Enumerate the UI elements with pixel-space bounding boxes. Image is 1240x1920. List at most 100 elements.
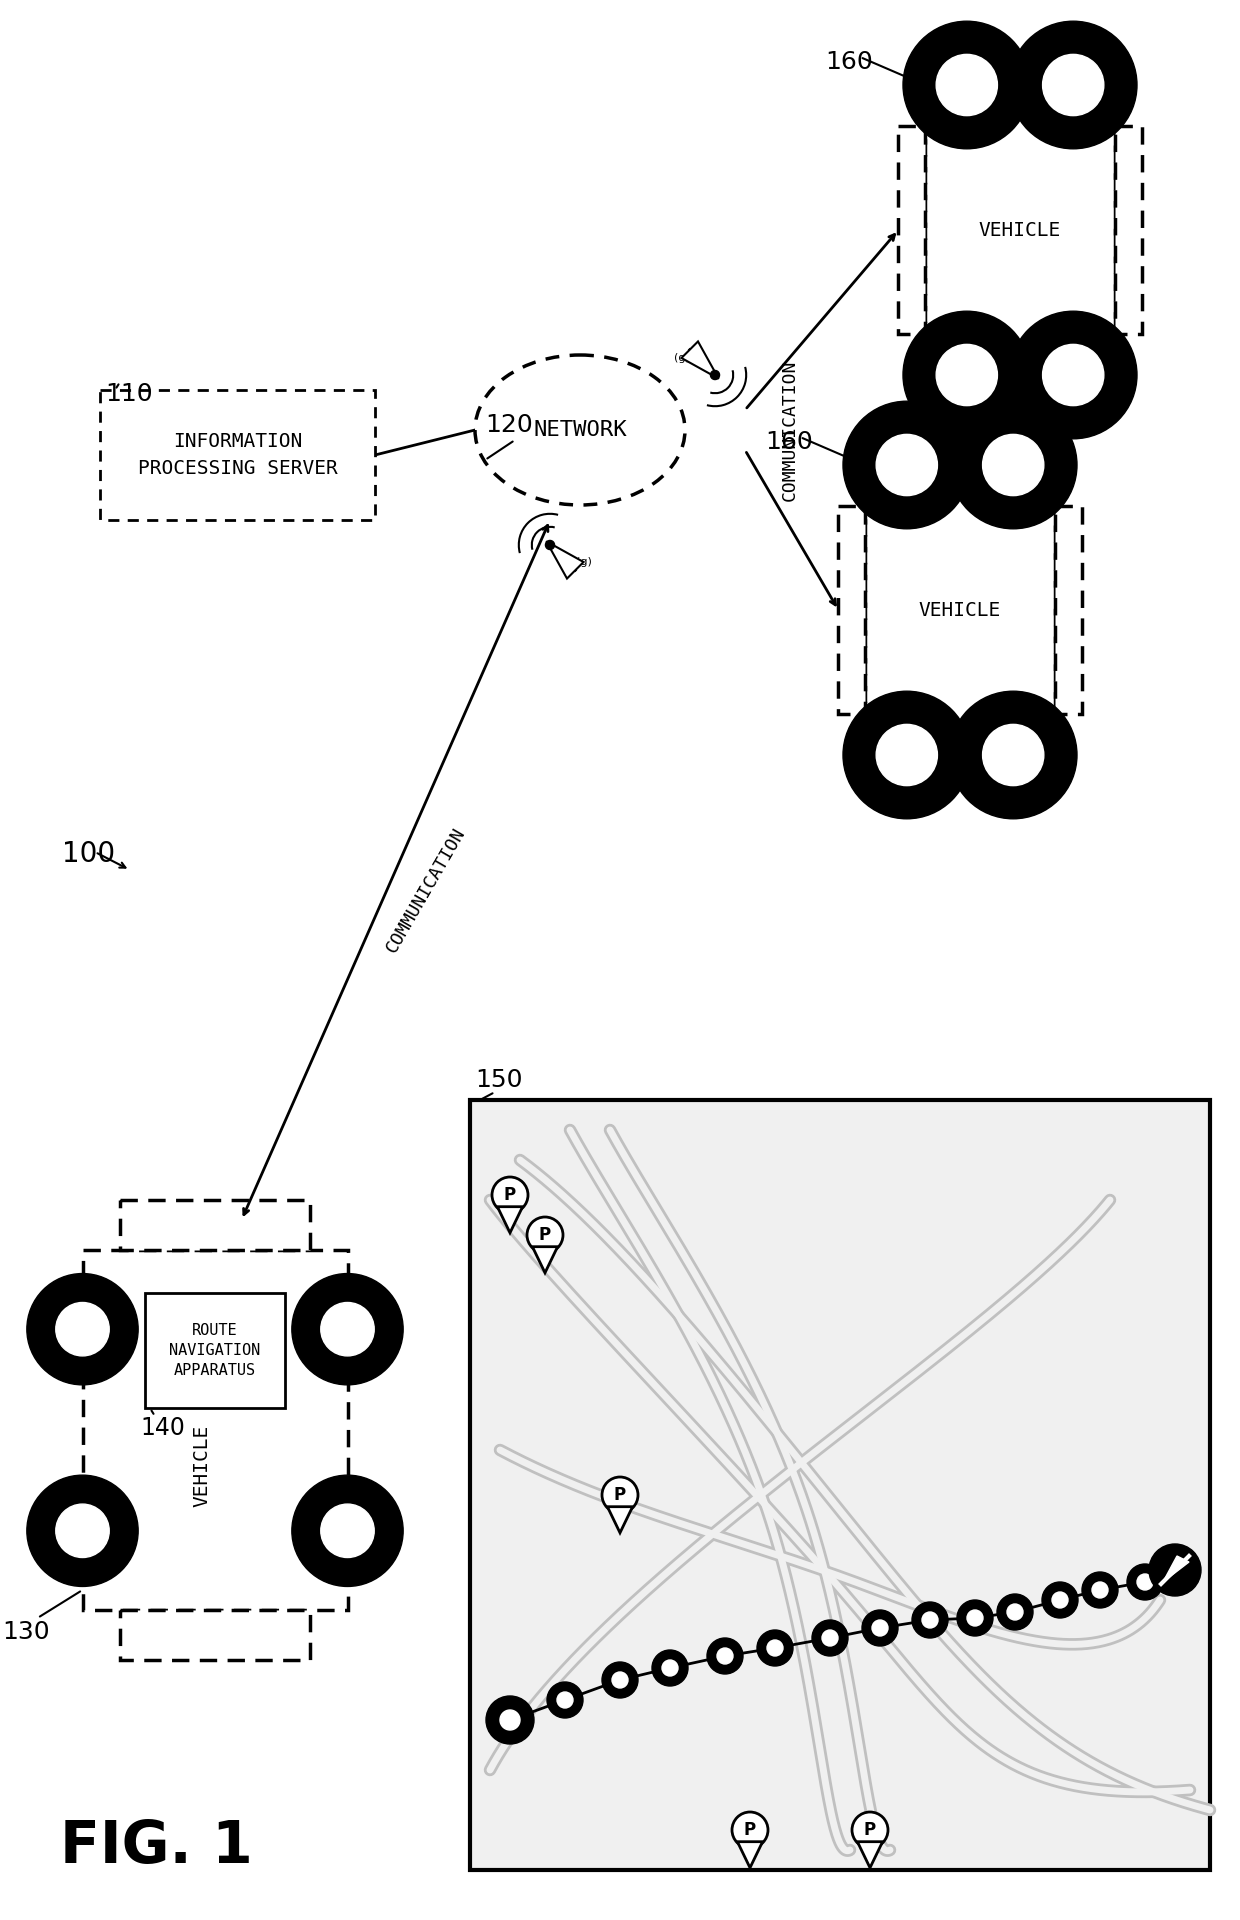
Text: ROUTE
NAVIGATION
APPARATUS: ROUTE NAVIGATION APPARATUS — [170, 1323, 260, 1379]
Bar — [470, 1100, 1210, 1870]
Circle shape — [56, 1503, 109, 1557]
Bar — [145, 1294, 285, 1407]
Circle shape — [717, 1647, 733, 1665]
Circle shape — [1009, 311, 1137, 440]
Polygon shape — [857, 1841, 883, 1868]
Text: P: P — [744, 1820, 756, 1839]
Text: COMMUNICATION: COMMUNICATION — [781, 359, 799, 501]
Polygon shape — [608, 1507, 632, 1532]
Text: NETWORK: NETWORK — [533, 420, 626, 440]
Circle shape — [923, 1613, 937, 1628]
Circle shape — [957, 1599, 993, 1636]
Circle shape — [500, 1711, 520, 1730]
Circle shape — [852, 1812, 888, 1847]
Bar — [866, 465, 1055, 755]
Circle shape — [56, 1302, 109, 1356]
Circle shape — [1149, 1544, 1202, 1596]
Text: COMMUNICATION: COMMUNICATION — [383, 824, 469, 956]
Circle shape — [557, 1692, 573, 1709]
Bar — [119, 1611, 310, 1661]
Circle shape — [768, 1640, 782, 1655]
Bar — [1115, 125, 1142, 334]
Circle shape — [843, 401, 971, 528]
Bar — [119, 1200, 310, 1250]
Circle shape — [843, 691, 971, 818]
Text: INFORMATION
PROCESSING SERVER: INFORMATION PROCESSING SERVER — [138, 432, 337, 478]
Circle shape — [936, 344, 997, 405]
Circle shape — [486, 1695, 534, 1743]
Circle shape — [1092, 1582, 1109, 1597]
Text: VEHICLE: VEHICLE — [919, 601, 1001, 620]
Circle shape — [982, 434, 1044, 495]
Circle shape — [601, 1476, 639, 1513]
Circle shape — [546, 540, 554, 549]
Text: 160: 160 — [765, 430, 812, 453]
Text: 100: 100 — [62, 841, 115, 868]
Circle shape — [1157, 1551, 1193, 1588]
Circle shape — [903, 21, 1030, 150]
Bar — [83, 1250, 347, 1611]
Circle shape — [997, 1594, 1033, 1630]
Text: FIG. 1: FIG. 1 — [60, 1818, 253, 1876]
Circle shape — [822, 1630, 838, 1645]
Circle shape — [1127, 1565, 1163, 1599]
Text: 140: 140 — [140, 1417, 185, 1440]
Circle shape — [732, 1812, 768, 1847]
Text: (g): (g) — [575, 557, 591, 566]
Text: VEHICLE: VEHICLE — [192, 1425, 211, 1507]
Circle shape — [492, 1177, 528, 1213]
Circle shape — [291, 1273, 403, 1384]
Circle shape — [711, 371, 719, 380]
Circle shape — [1009, 21, 1137, 150]
Text: 130: 130 — [2, 1620, 50, 1644]
Circle shape — [950, 401, 1078, 528]
Circle shape — [1052, 1592, 1068, 1609]
Circle shape — [967, 1611, 983, 1626]
Circle shape — [877, 724, 937, 785]
Circle shape — [27, 1273, 138, 1384]
Circle shape — [950, 691, 1078, 818]
Circle shape — [662, 1661, 678, 1676]
Text: VEHICLE: VEHICLE — [978, 221, 1061, 240]
Circle shape — [492, 1701, 528, 1738]
Circle shape — [502, 1713, 518, 1728]
Text: P: P — [614, 1486, 626, 1503]
Circle shape — [547, 1682, 583, 1718]
Ellipse shape — [475, 355, 684, 505]
Circle shape — [1043, 344, 1104, 405]
Circle shape — [27, 1475, 138, 1586]
Circle shape — [982, 724, 1044, 785]
Text: P: P — [864, 1820, 877, 1839]
Polygon shape — [738, 1841, 763, 1868]
Text: 110: 110 — [105, 382, 153, 405]
Polygon shape — [1163, 1555, 1189, 1582]
Text: P: P — [539, 1227, 551, 1244]
Text: 160: 160 — [825, 50, 873, 75]
Circle shape — [1043, 54, 1104, 115]
Text: 120: 120 — [485, 413, 533, 438]
Polygon shape — [547, 541, 584, 578]
Circle shape — [911, 1601, 949, 1638]
Circle shape — [872, 1620, 888, 1636]
Text: 150: 150 — [475, 1068, 522, 1092]
Circle shape — [1042, 1582, 1078, 1619]
Circle shape — [1167, 1563, 1183, 1578]
Circle shape — [707, 1638, 743, 1674]
Polygon shape — [682, 342, 719, 378]
Circle shape — [1083, 1572, 1118, 1609]
Circle shape — [812, 1620, 848, 1655]
Bar — [899, 125, 925, 334]
Circle shape — [1137, 1574, 1153, 1590]
Text: (g): (g) — [673, 353, 689, 363]
Circle shape — [613, 1672, 627, 1688]
Circle shape — [321, 1503, 374, 1557]
Circle shape — [601, 1663, 639, 1697]
Bar — [100, 390, 374, 520]
Bar — [838, 505, 866, 714]
Circle shape — [1007, 1603, 1023, 1620]
Circle shape — [903, 311, 1030, 440]
Circle shape — [877, 434, 937, 495]
Circle shape — [652, 1649, 688, 1686]
Circle shape — [756, 1630, 794, 1667]
Polygon shape — [532, 1246, 558, 1273]
